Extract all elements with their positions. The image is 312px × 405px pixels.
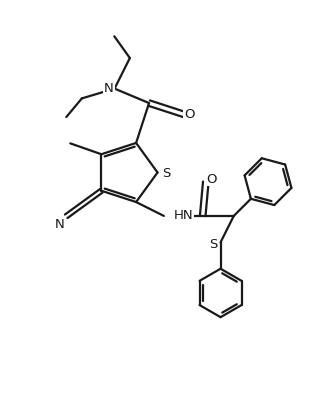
Text: S: S: [162, 166, 170, 179]
Text: O: O: [206, 173, 217, 185]
Text: S: S: [210, 238, 218, 251]
Text: N: N: [55, 217, 64, 230]
Text: HN: HN: [174, 208, 193, 221]
Text: N: N: [104, 81, 114, 94]
Text: O: O: [184, 107, 194, 120]
